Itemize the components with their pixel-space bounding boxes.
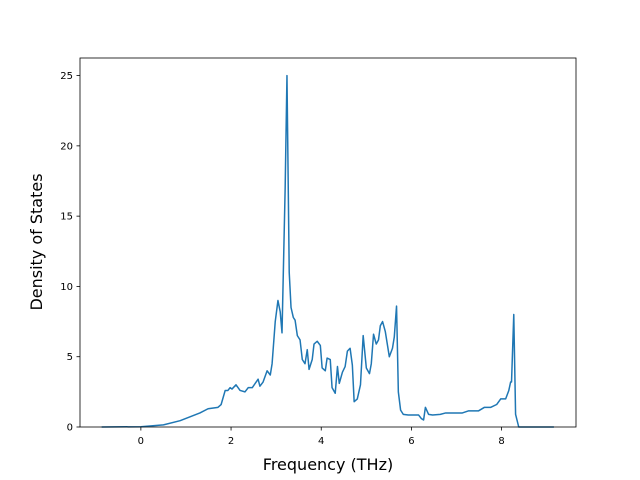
- x-axis-label: Frequency (THz): [263, 455, 393, 474]
- x-tick-label: 8: [498, 436, 504, 447]
- data-line: [101, 74, 554, 428]
- x-tick-label: 0: [138, 436, 144, 447]
- y-tick-label: 0: [67, 423, 73, 434]
- y-tick-label: 5: [67, 352, 73, 363]
- y-tick-label: 10: [60, 282, 73, 293]
- x-tick-label: 2: [228, 436, 234, 447]
- y-tick-label: 25: [60, 71, 73, 82]
- y-tick-label: 15: [60, 212, 73, 223]
- x-tick-label: 6: [408, 436, 414, 447]
- x-tick-label: 4: [318, 436, 324, 447]
- plot-frame: [79, 57, 577, 428]
- y-tick-label: 20: [60, 141, 73, 152]
- y-axis-label: Density of States: [27, 173, 46, 310]
